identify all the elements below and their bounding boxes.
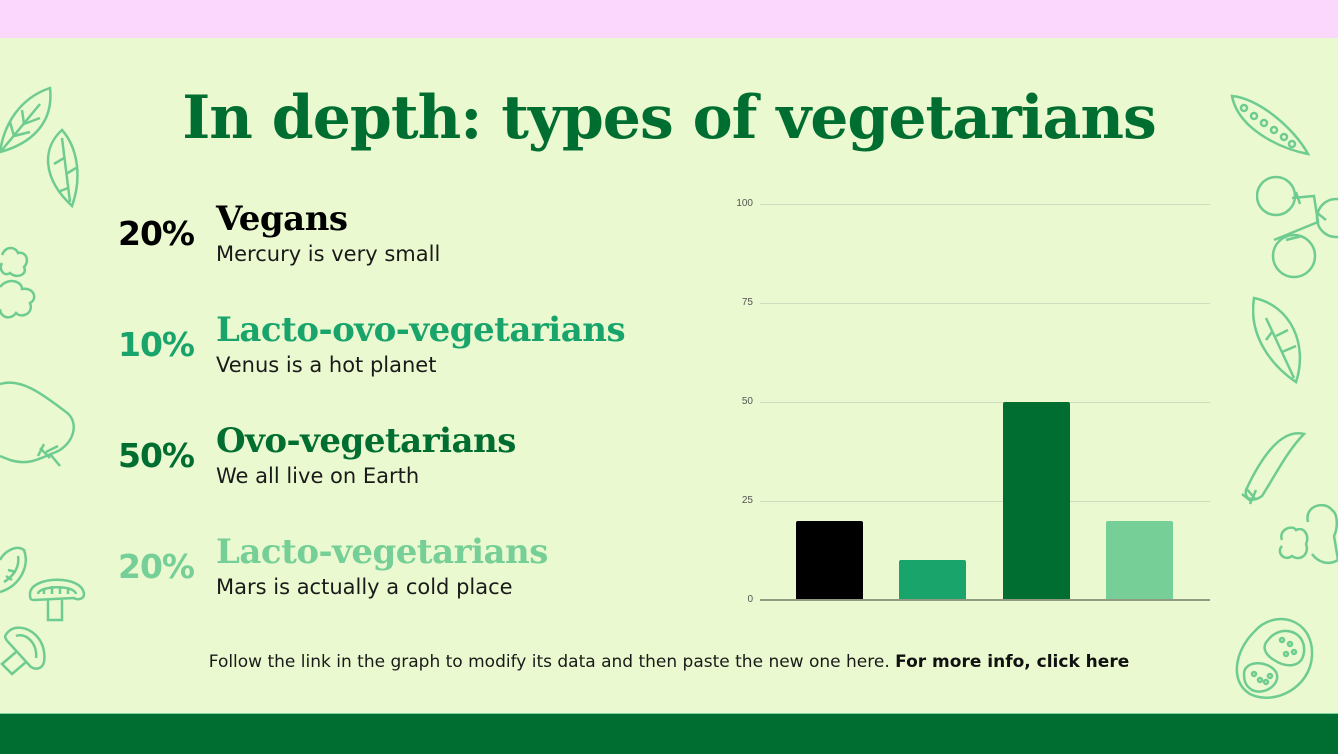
category-description: Mercury is very small xyxy=(216,242,441,266)
tomato-icon xyxy=(1256,172,1338,282)
category-name: Lacto-vegetarians xyxy=(216,532,548,572)
gridline xyxy=(760,501,1210,502)
mushroom-icon xyxy=(0,542,30,598)
y-tick-label: 0 xyxy=(747,594,753,605)
leaf-icon xyxy=(0,84,56,156)
category-item-ovo: 50% Ovo-vegetarians We all live on Earth xyxy=(118,421,698,502)
top-band xyxy=(0,0,1338,38)
gridline xyxy=(760,402,1210,403)
chili-icon xyxy=(1240,430,1306,506)
bar-lacto-vegetarians[interactable] xyxy=(1106,520,1173,600)
mushroom-icon xyxy=(0,622,48,678)
gridline xyxy=(760,303,1210,304)
y-tick-label: 25 xyxy=(741,495,753,506)
broccoli-icon xyxy=(0,243,40,323)
bar-lacto-ovo-vegetarians[interactable] xyxy=(899,560,966,600)
gridline xyxy=(760,204,1210,205)
bar-ovo-vegetarians[interactable] xyxy=(1003,402,1070,600)
category-description: Mars is actually a cold place xyxy=(216,575,513,599)
category-percent: 20% xyxy=(118,547,195,586)
y-tick-label: 75 xyxy=(741,297,753,308)
category-item-vegans: 20% Vegans Mercury is very small xyxy=(118,199,698,280)
bar-chart[interactable]: 100 75 50 25 0 xyxy=(720,190,1220,610)
y-tick-label: 50 xyxy=(741,396,753,407)
category-name: Lacto-ovo-vegetarians xyxy=(216,310,626,350)
category-percent: 50% xyxy=(118,436,195,475)
footer-note: Follow the link in the graph to modify i… xyxy=(0,650,1338,674)
category-description: We all live on Earth xyxy=(216,464,420,488)
bar-vegans[interactable] xyxy=(796,520,863,600)
broccoli-icon xyxy=(1278,500,1338,576)
leaf-icon xyxy=(42,128,80,208)
category-name: Vegans xyxy=(216,199,348,239)
leaf-icon xyxy=(1252,296,1306,384)
y-tick-label: 100 xyxy=(736,198,753,209)
mushroom-icon xyxy=(28,570,86,624)
category-item-lacto-ovo: 10% Lacto-ovo-vegetarians Venus is a hot… xyxy=(118,310,698,391)
category-name: Ovo-vegetarians xyxy=(216,421,516,461)
bottom-band xyxy=(0,713,1338,754)
peapod-icon xyxy=(1228,92,1310,156)
more-info-link[interactable]: For more info, click here xyxy=(895,652,1130,672)
footer-note-text: Follow the link in the graph to modify i… xyxy=(208,652,896,672)
category-description: Venus is a hot planet xyxy=(216,353,437,377)
category-item-lacto: 20% Lacto-vegetarians Mars is actually a… xyxy=(118,532,698,613)
slide-title: In depth: types of vegetarians xyxy=(182,83,1157,153)
cucumber-slice-icon xyxy=(1234,612,1314,702)
category-percent: 10% xyxy=(118,325,195,364)
pepper-icon xyxy=(0,378,78,472)
category-percent: 20% xyxy=(118,214,195,253)
x-axis-line xyxy=(760,599,1210,601)
